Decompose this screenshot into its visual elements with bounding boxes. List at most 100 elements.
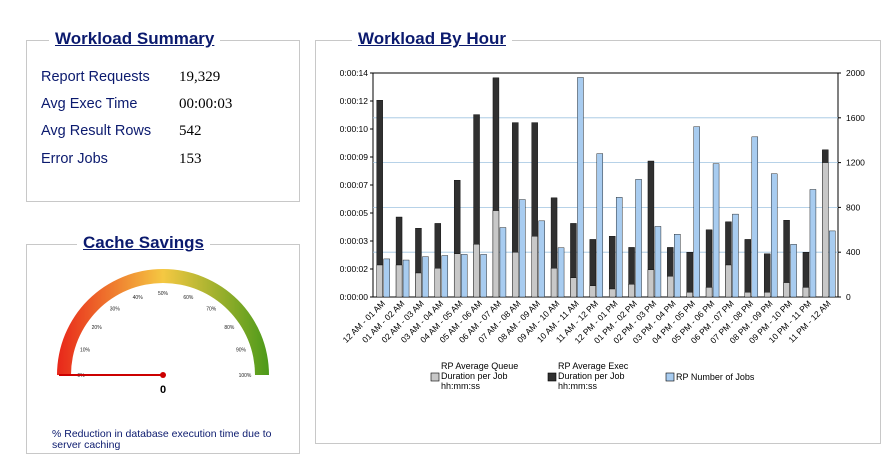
left-axis-tick-label: 0:00:14	[340, 68, 369, 78]
legend-label: RP Number of Jobs	[676, 372, 755, 382]
bar-queue-duration	[376, 264, 383, 298]
gauge-tick-label: 70%	[206, 307, 217, 313]
bar-queue-duration	[415, 272, 422, 298]
summary-row-avg-result-rows: Avg Result Rows 542	[41, 123, 202, 140]
bar-number-of-jobs	[615, 197, 623, 298]
gauge-value-label: 0	[160, 384, 166, 396]
workload-by-hour-chart: 0 400 800 1200 1600 2000 0:00:00 0:00:02 0:00:03…	[340, 68, 866, 391]
left-axis-tick-label: 0:00:07	[340, 180, 369, 190]
plot-area	[372, 72, 839, 298]
chart-bars	[376, 77, 836, 298]
bar-number-of-jobs	[557, 247, 565, 298]
left-axis-tick-label: 0:00:09	[340, 152, 369, 162]
bar-queue-duration	[492, 210, 500, 298]
right-axis-tick-label: 0	[846, 292, 851, 302]
gauge-hub	[160, 372, 166, 378]
summary-row-avg-exec-time: Avg Exec Time 00:00:03	[41, 96, 232, 113]
bar-number-of-jobs	[693, 126, 700, 298]
summary-label: Report Requests	[41, 69, 150, 85]
legend-label: Duration per Job	[558, 371, 625, 381]
bar-number-of-jobs	[441, 255, 449, 298]
bar-number-of-jobs	[674, 234, 681, 298]
bar-queue-duration	[783, 282, 790, 298]
gauge-tick-label: 60%	[183, 295, 194, 301]
bar-number-of-jobs	[770, 173, 778, 298]
bar-queue-duration	[647, 269, 655, 298]
bar-queue-duration	[570, 277, 577, 298]
left-axis-tick-label: 0:00:10	[340, 124, 369, 134]
bar-number-of-jobs	[499, 227, 507, 298]
bar-queue-duration	[550, 267, 558, 298]
gauge-tick-label: 40%	[133, 295, 144, 301]
bar-number-of-jobs	[635, 179, 642, 298]
summary-value: 19,329	[179, 69, 221, 85]
bar-queue-duration	[667, 275, 674, 298]
gauge-tick-label: 50%	[158, 291, 169, 297]
right-axis-tick-label: 800	[846, 202, 860, 212]
bar-queue-duration	[453, 253, 461, 298]
workload-by-hour-panel: 0 400 800 1200 1600 2000 0:00:00 0:00:02 0:00:03…	[315, 29, 881, 444]
bar-queue-duration	[628, 283, 635, 298]
legend-swatch	[547, 372, 557, 382]
workload-summary-panel: Workload Summary Report Requests 19,329 A…	[26, 29, 300, 202]
right-axis-tick-label: 2000	[846, 68, 865, 78]
bar-number-of-jobs	[829, 230, 836, 298]
legend-label: hh:mm:ss	[558, 381, 598, 391]
bar-queue-duration	[822, 162, 829, 298]
summary-label: Avg Exec Time	[41, 96, 138, 112]
gauge-arc	[57, 269, 269, 375]
bar-queue-duration	[802, 287, 810, 298]
gauge-tick-label: 20%	[92, 325, 103, 331]
gauge-color-band	[57, 269, 269, 375]
bar-number-of-jobs	[519, 199, 526, 298]
bar-number-of-jobs	[654, 226, 662, 298]
bar-number-of-jobs	[809, 189, 817, 298]
legend-swatch	[430, 372, 440, 382]
bar-queue-duration	[686, 291, 693, 298]
summary-value: 00:00:03	[179, 96, 233, 112]
bar-exec-duration	[744, 239, 752, 298]
summary-value: 542	[179, 123, 202, 139]
cache-savings-gauge: 0%10%20%30%40%50%60%70%80%90%100% 0	[57, 269, 269, 396]
bar-number-of-jobs	[422, 256, 429, 298]
bar-number-of-jobs	[732, 213, 739, 298]
summary-label: Error Jobs	[41, 151, 108, 167]
right-axis-tick-label: 1600	[846, 113, 865, 123]
legend-label: hh:mm:ss	[441, 381, 481, 391]
left-axis-tick-label: 0:00:05	[340, 208, 369, 218]
bar-queue-duration	[705, 287, 713, 298]
left-axis-tick-label: 0:00:12	[340, 96, 369, 106]
left-axis-tick-label: 0:00:03	[340, 236, 369, 246]
bar-exec-duration	[686, 251, 693, 298]
legend-label: Duration per Job	[441, 371, 508, 381]
bar-queue-duration	[395, 264, 403, 298]
gauge-tick-label: 80%	[224, 325, 235, 331]
cache-savings-note: % Reduction in database execution time d…	[49, 429, 280, 451]
summary-value: 153	[179, 151, 202, 167]
legend-label: RP Average Queue	[441, 361, 518, 371]
gauge-tick-label: 30%	[110, 307, 121, 313]
bar-number-of-jobs	[402, 259, 410, 298]
summary-row-report-requests: Report Requests 19,329	[41, 69, 220, 86]
bar-number-of-jobs	[577, 77, 584, 298]
bar-exec-duration	[608, 235, 616, 298]
bar-queue-duration	[608, 288, 616, 298]
bar-number-of-jobs	[596, 153, 604, 298]
legend-label: RP Average Exec	[558, 361, 629, 371]
bar-number-of-jobs	[538, 220, 545, 298]
left-axis-tick-label: 0:00:02	[340, 264, 369, 274]
left-axis-tick-label: 0:00:00	[340, 292, 369, 302]
gauge-tick-label: 10%	[80, 348, 91, 354]
bar-number-of-jobs	[383, 258, 390, 298]
bar-number-of-jobs	[460, 254, 468, 298]
summary-row-error-jobs: Error Jobs 153	[41, 151, 202, 168]
cache-savings-title: Cache Savings	[77, 233, 210, 253]
bar-exec-duration	[763, 253, 771, 298]
bar-queue-duration	[763, 291, 771, 298]
bar-number-of-jobs	[712, 163, 720, 298]
chart-grid	[372, 72, 839, 298]
right-axis-tick-label: 1200	[846, 158, 865, 168]
